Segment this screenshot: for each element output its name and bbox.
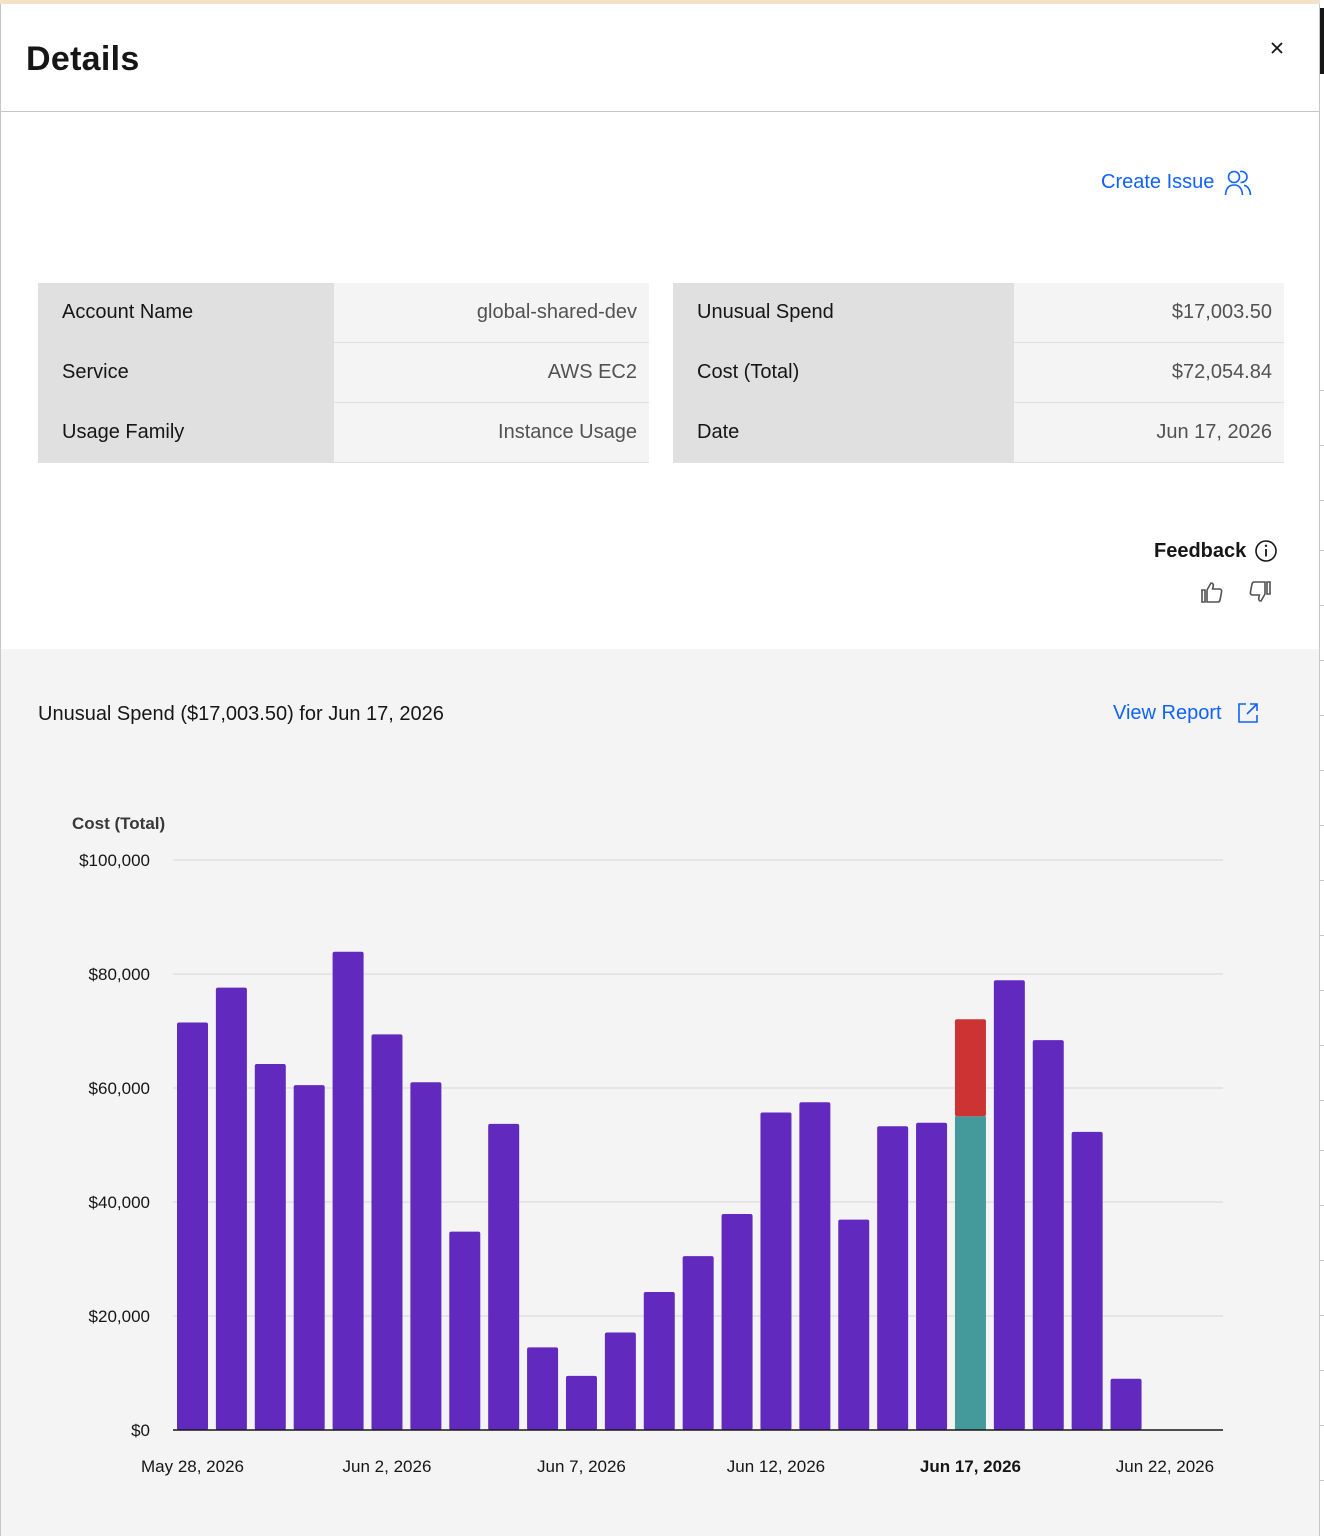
account-name-value: global-shared-dev [334,283,649,342]
x-tick-label: Jun 2, 2026 [343,1457,432,1476]
bar-unusual [954,1019,986,1117]
unusual-spend-value: $17,003.50 [1014,283,1284,342]
close-icon [1271,42,1283,54]
panel-header: Details [1,4,1319,112]
cost-total-label: Cost (Total) [673,343,1014,402]
bar [527,1347,559,1430]
user-group-icon [1225,170,1252,196]
thumbs-up-icon [1201,582,1223,603]
bar-expected [954,1116,986,1430]
chart-section-title: Unusual Spend ($17,003.50) for Jun 17, 2… [38,703,444,725]
page-title: Details [26,40,140,78]
y-tick-label: $40,000 [89,1193,150,1212]
usage-family-value: Instance Usage [334,403,649,462]
view-report-label: View Report [1113,701,1222,724]
date-label: Date [673,403,1014,462]
y-tick-label: $60,000 [89,1079,150,1098]
close-button[interactable] [1263,34,1291,62]
x-tick-label: Jun 17, 2026 [920,1457,1021,1476]
bar [332,951,364,1430]
x-tick-label: May 28, 2026 [141,1457,244,1476]
bar [838,1219,870,1430]
bar [721,1213,753,1430]
thumbs-down-button[interactable] [1246,578,1274,606]
bar [1071,1131,1103,1430]
bar [371,1034,403,1430]
y-tick-label: $20,000 [89,1307,150,1326]
table-row: Account Name global-shared-dev [38,283,649,343]
table-row: Date Jun 17, 2026 [673,403,1284,463]
feedback-heading: Feedback [1154,539,1278,563]
x-tick-label: Jun 7, 2026 [537,1457,626,1476]
bar [293,1085,325,1430]
bar [877,1126,909,1430]
usage-family-label: Usage Family [38,403,334,462]
thumbs-down-icon [1249,581,1271,602]
feedback-label: Feedback [1154,539,1247,562]
bar [760,1112,792,1430]
table-row: Service AWS EC2 [38,343,649,403]
thumbs-up-button[interactable] [1198,578,1226,606]
bar [177,1022,208,1430]
details-panel: Details Create Issue Account Name global… [0,4,1320,1536]
bar [254,1064,286,1430]
y-tick-label: $0 [131,1421,150,1440]
bar [488,1123,520,1430]
bar [993,980,1025,1430]
bar [643,1292,675,1430]
chart-section: Unusual Spend ($17,003.50) for Jun 17, 2… [1,649,1319,1536]
details-table-account: Account Name global-shared-dev Service A… [38,283,649,463]
y-tick-label: $100,000 [79,851,150,870]
create-issue-label: Create Issue [1101,170,1215,193]
x-tick-label: Jun 12, 2026 [727,1457,825,1476]
bar [1032,1040,1064,1430]
bar [916,1122,948,1430]
cost-bar-chart: Cost (Total) $0 $20,000 $40,000 $60,000 $80,0… [72,814,1223,1476]
date-value: Jun 17, 2026 [1014,403,1284,462]
bar [799,1102,831,1430]
view-report-link[interactable]: View Report [1113,701,1260,725]
account-name-label: Account Name [38,283,334,342]
table-row: Unusual Spend $17,003.50 [673,283,1284,343]
service-label: Service [38,343,334,402]
bar [410,1082,442,1430]
x-tick-label: Jun 22, 2026 [1116,1457,1214,1476]
launch-icon [1237,703,1258,723]
bar [682,1256,714,1430]
details-table-spend: Unusual Spend $17,003.50 Cost (Total) $7… [673,283,1284,463]
bar [215,987,247,1430]
table-row: Usage Family Instance Usage [38,403,649,463]
service-value: AWS EC2 [334,343,649,402]
bar [604,1332,636,1430]
cost-total-value: $72,054.84 [1014,343,1284,402]
bar [449,1231,481,1430]
table-row: Cost (Total) $72,054.84 [673,343,1284,403]
create-issue-button[interactable]: Create Issue [1101,164,1252,200]
y-tick-label: $80,000 [89,965,150,984]
y-axis-title: Cost (Total) [72,814,165,833]
bar [1110,1378,1142,1430]
bar [565,1375,597,1430]
info-icon[interactable] [1254,539,1278,563]
unusual-spend-label: Unusual Spend [673,283,1014,342]
